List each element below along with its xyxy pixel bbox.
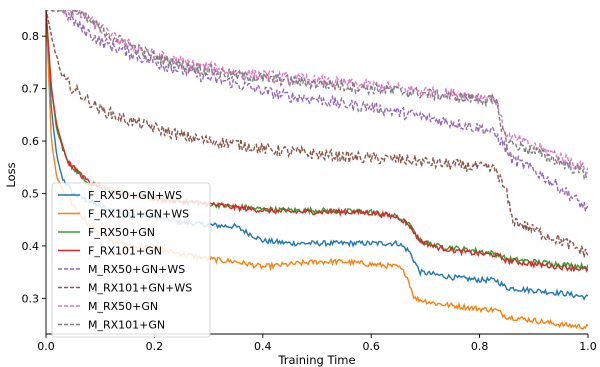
legend-label: M_RX50+GN+WS bbox=[88, 263, 185, 276]
x-tick-label: 0.2 bbox=[146, 340, 164, 353]
x-tick-label: 0.0 bbox=[37, 340, 55, 353]
x-axis-title: Training Time bbox=[277, 353, 355, 367]
y-tick-label: 0.3 bbox=[22, 292, 40, 305]
y-axis-title: Loss bbox=[4, 162, 18, 187]
legend-label: M_RX50+GN bbox=[88, 300, 158, 313]
x-tick-label: 1.0 bbox=[579, 340, 597, 353]
legend-label: M_RX101+GN+WS bbox=[88, 282, 192, 295]
y-tick-label: 0.8 bbox=[22, 30, 40, 43]
series-line-m-rx101-gn-ws bbox=[46, 10, 588, 258]
legend-label: M_RX101+GN bbox=[88, 319, 165, 332]
legend-label: F_RX50+GN bbox=[88, 226, 155, 239]
y-tick-label: 0.4 bbox=[22, 240, 40, 253]
y-tick-label: 0.6 bbox=[22, 135, 40, 148]
legend-label: F_RX101+GN+WS bbox=[88, 208, 189, 221]
x-tick-label: 0.6 bbox=[362, 340, 380, 353]
x-tick-label: 0.4 bbox=[254, 340, 272, 353]
y-tick-label: 0.7 bbox=[22, 83, 40, 96]
y-tick-label: 0.5 bbox=[22, 187, 40, 200]
legend-label: F_RX101+GN bbox=[88, 245, 162, 258]
legend-box bbox=[51, 182, 211, 338]
series-line-m-rx101-gn bbox=[46, 10, 588, 181]
ticks: 0.0 0.2 0.4 0.6 0.8 1.0 0.3 0.4 0.5 0.6 0.7 0.8 bbox=[22, 30, 597, 353]
legend: F_RX50+GN+WS F_RX101+GN+WS F_RX50+GN F_RX10… bbox=[51, 182, 211, 338]
x-tick-label: 0.8 bbox=[471, 340, 489, 353]
series-line-m-rx50-gn-ws bbox=[46, 10, 588, 212]
legend-label: F_RX50+GN+WS bbox=[88, 189, 182, 202]
